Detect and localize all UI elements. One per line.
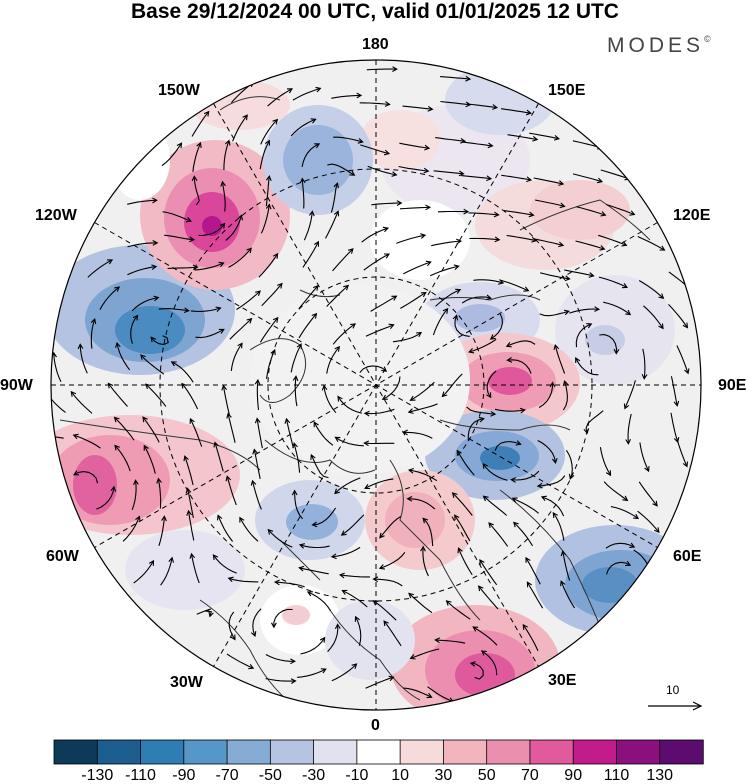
shade-region <box>250 285 470 475</box>
colorbar-tick-label: 110 <box>604 768 630 784</box>
shade-region <box>480 446 520 470</box>
lon-label-90w: 90W <box>0 377 33 395</box>
colorbar-tick-label: -110 <box>125 768 156 784</box>
shade-region <box>488 367 532 395</box>
colorbar-labels: -130 -110 -90 -70 -50 -30 -10 10 30 50 70 90 110 130 <box>0 768 750 784</box>
colorbar-tick-label: 50 <box>478 768 496 784</box>
colorbar-tick-label: 30 <box>434 768 452 784</box>
shade-region <box>115 306 185 354</box>
colorbar-tick-label: -130 <box>81 768 113 784</box>
lon-label-180: 180 <box>362 36 389 54</box>
lon-label-90e: 90E <box>718 377 746 395</box>
colorbar-swatch <box>660 740 704 764</box>
lon-label-120e: 120E <box>673 207 710 225</box>
lon-label-120w: 120W <box>35 207 77 225</box>
colorbar-tick-label: -90 <box>172 768 195 784</box>
field-layer <box>20 60 701 725</box>
colorbar-swatch <box>184 740 228 764</box>
shade-region <box>455 653 515 697</box>
shade-region <box>110 120 170 200</box>
colorbar-tick-label: 130 <box>646 768 673 784</box>
lon-label-30e: 30E <box>548 672 576 690</box>
colorbar-swatch <box>314 740 358 764</box>
colorbar-swatch <box>270 740 314 764</box>
lon-label-60e: 60E <box>673 548 701 566</box>
colorbar-tick-label: -70 <box>216 768 239 784</box>
colorbar-swatch <box>573 740 617 764</box>
lon-label-30w: 30W <box>170 674 203 692</box>
colorbar-tick-label: -10 <box>345 768 368 784</box>
streamline-arrowhead <box>45 390 49 395</box>
shade-region <box>73 455 117 515</box>
colorbar-swatch <box>443 740 487 764</box>
shade-region <box>582 567 638 603</box>
colorbar-tick-label: 70 <box>521 768 539 784</box>
colorbar-tick-label: -30 <box>302 768 325 784</box>
shade-region <box>125 530 245 610</box>
colorbar-swatch <box>97 740 141 764</box>
lon-label-60w: 60W <box>46 548 79 566</box>
shade-region <box>286 504 338 540</box>
lon-label-0: 0 <box>371 717 380 735</box>
shade-region <box>282 605 310 625</box>
colorbar-swatch <box>141 740 185 764</box>
colorbar-swatch <box>54 740 98 764</box>
streamline-arrowhead <box>34 433 39 438</box>
streamline-arrowhead <box>648 569 653 574</box>
lon-label-150e: 150E <box>548 82 585 100</box>
shade-region <box>585 325 625 355</box>
colorbar-swatch <box>357 740 401 764</box>
lon-label-150w: 150W <box>158 82 200 100</box>
colorbar-tick-label: 10 <box>391 768 409 784</box>
reference-vector-label: 10 <box>666 683 679 697</box>
shade-region <box>445 65 555 135</box>
colorbar-swatch <box>487 740 531 764</box>
shade-region <box>455 304 505 332</box>
colorbar-swatch <box>530 740 574 764</box>
colorbar-tick-label: -50 <box>259 768 282 784</box>
shade-region <box>325 600 415 680</box>
shade-region <box>385 492 445 548</box>
colorbar-swatch <box>227 740 271 764</box>
streamline-arrowhead <box>687 286 692 291</box>
colorbar <box>54 740 703 764</box>
colorbar-swatch <box>400 740 444 764</box>
reference-vector <box>648 702 701 710</box>
colorbar-swatch <box>616 740 660 764</box>
colorbar-tick-label: 90 <box>564 768 582 784</box>
shade-region <box>283 125 353 195</box>
